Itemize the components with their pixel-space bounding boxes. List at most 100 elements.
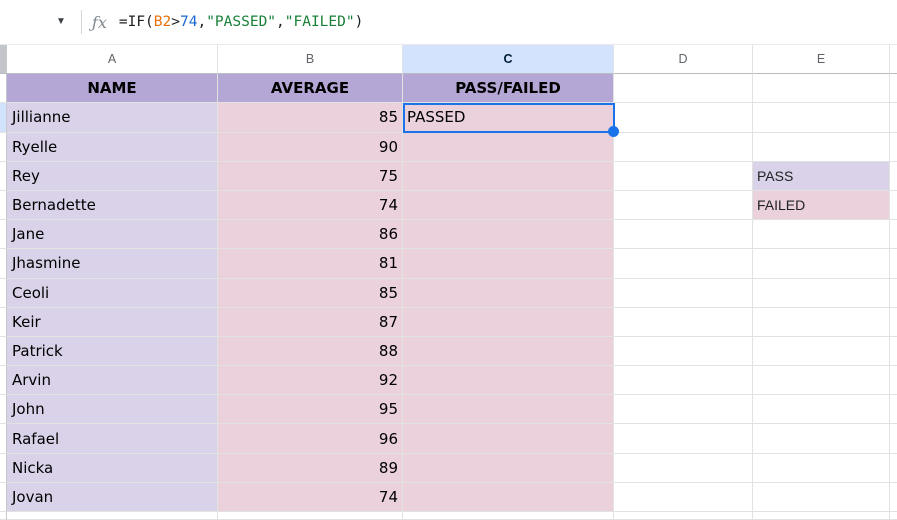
column-header-a[interactable]: A — [7, 45, 218, 75]
average-cell[interactable]: 85 — [218, 103, 403, 133]
average-cell[interactable]: 96 — [218, 424, 403, 454]
average-cell[interactable]: 86 — [218, 220, 403, 250]
legend-cell-e[interactable] — [753, 453, 890, 483]
cell-f-sliver[interactable] — [890, 132, 897, 162]
name-cell[interactable]: Rafael — [7, 424, 218, 454]
cell-f-sliver[interactable] — [890, 307, 897, 337]
empty-cell-d[interactable] — [614, 161, 753, 191]
average-cell[interactable]: 75 — [218, 161, 403, 191]
cell-f-sliver[interactable] — [890, 190, 897, 221]
cell-f-sliver[interactable] — [890, 220, 897, 250]
pass-failed-cell[interactable] — [403, 220, 614, 250]
cell-f-sliver[interactable] — [890, 336, 897, 367]
cell-b16[interactable] — [218, 512, 403, 520]
legend-cell-e[interactable] — [753, 366, 890, 396]
cell-f16-sliver[interactable] — [890, 512, 897, 520]
empty-cell-d[interactable] — [614, 278, 753, 308]
empty-cell-d[interactable] — [614, 336, 753, 367]
empty-cell-d[interactable] — [614, 424, 753, 454]
name-cell[interactable]: Ceoli — [7, 278, 218, 308]
name-cell[interactable]: Rey — [7, 161, 218, 191]
empty-cell-d[interactable] — [614, 453, 753, 483]
legend-cell-e[interactable] — [753, 249, 890, 279]
average-cell[interactable]: 81 — [218, 249, 403, 279]
empty-cell-d[interactable] — [614, 307, 753, 337]
average-cell[interactable]: 88 — [218, 336, 403, 367]
legend-cell-e[interactable] — [753, 278, 890, 308]
cell-f-sliver[interactable] — [890, 395, 897, 425]
average-cell[interactable]: 87 — [218, 307, 403, 337]
empty-cell-d[interactable] — [614, 132, 753, 162]
cell-e1[interactable] — [753, 74, 890, 104]
name-cell[interactable]: Arvin — [7, 366, 218, 396]
formula-input[interactable]: =IF(B2>74,"PASSED","FAILED") — [119, 14, 363, 30]
empty-cell-d[interactable] — [614, 395, 753, 425]
cell-d1[interactable] — [614, 74, 753, 104]
cell-f-sliver[interactable] — [890, 366, 897, 396]
cell-f-sliver[interactable] — [890, 482, 897, 512]
legend-cell-e[interactable] — [753, 103, 890, 133]
cell-f-sliver[interactable] — [890, 424, 897, 454]
pass-failed-cell[interactable]: PASSED — [403, 103, 614, 133]
pass-failed-cell[interactable] — [403, 395, 614, 425]
legend-cell-e[interactable]: FAILED — [753, 190, 890, 221]
cell-b1-average-header[interactable]: AVERAGE — [218, 74, 403, 104]
cell-c1-passfailed-header[interactable]: PASS/FAILED — [403, 74, 614, 104]
cell-a16[interactable] — [7, 512, 218, 520]
column-header-c[interactable]: C — [403, 45, 614, 75]
empty-cell-d[interactable] — [614, 190, 753, 221]
column-header-e[interactable]: E — [753, 45, 890, 75]
pass-failed-cell[interactable] — [403, 336, 614, 367]
legend-cell-e[interactable] — [753, 220, 890, 250]
pass-failed-cell[interactable] — [403, 424, 614, 454]
name-cell[interactable]: Jillianne — [7, 103, 218, 133]
legend-cell-e[interactable] — [753, 482, 890, 512]
legend-cell-e[interactable] — [753, 132, 890, 162]
cell-f-sliver[interactable] — [890, 103, 897, 133]
column-header-d[interactable]: D — [614, 45, 753, 75]
average-cell[interactable]: 95 — [218, 395, 403, 425]
pass-failed-cell[interactable] — [403, 307, 614, 337]
cell-d16[interactable] — [614, 512, 753, 520]
empty-cell-d[interactable] — [614, 220, 753, 250]
legend-cell-e[interactable] — [753, 424, 890, 454]
pass-failed-cell[interactable] — [403, 366, 614, 396]
cell-f-sliver[interactable] — [890, 249, 897, 279]
name-cell[interactable]: Jhasmine — [7, 249, 218, 279]
pass-failed-cell[interactable] — [403, 453, 614, 483]
cell-e16[interactable] — [753, 512, 890, 520]
name-cell[interactable]: Jovan — [7, 482, 218, 512]
legend-cell-e[interactable] — [753, 395, 890, 425]
empty-cell-d[interactable] — [614, 103, 753, 133]
name-box-dropdown-arrow[interactable]: ▼ — [56, 16, 66, 27]
average-cell[interactable]: 90 — [218, 132, 403, 162]
pass-failed-cell[interactable] — [403, 278, 614, 308]
legend-cell-e[interactable] — [753, 307, 890, 337]
average-cell[interactable]: 74 — [218, 190, 403, 221]
name-cell[interactable]: Bernadette — [7, 190, 218, 221]
pass-failed-cell[interactable] — [403, 161, 614, 191]
pass-failed-cell[interactable] — [403, 249, 614, 279]
legend-cell-e[interactable] — [753, 336, 890, 367]
empty-cell-d[interactable] — [614, 482, 753, 512]
fill-handle[interactable] — [608, 126, 619, 138]
column-header-f-sliver[interactable] — [890, 45, 897, 75]
name-cell[interactable]: Ryelle — [7, 132, 218, 162]
column-header-b[interactable]: B — [218, 45, 403, 75]
pass-failed-cell[interactable] — [403, 190, 614, 221]
empty-cell-d[interactable] — [614, 366, 753, 396]
average-cell[interactable]: 92 — [218, 366, 403, 396]
cell-a1-name-header[interactable]: NAME — [7, 74, 218, 104]
cell-f-sliver[interactable] — [890, 161, 897, 191]
name-cell[interactable]: Nicka — [7, 453, 218, 483]
empty-cell-d[interactable] — [614, 249, 753, 279]
pass-failed-cell[interactable] — [403, 132, 614, 162]
cell-f1-sliver[interactable] — [890, 74, 897, 104]
pass-failed-cell[interactable] — [403, 482, 614, 512]
name-cell[interactable]: Patrick — [7, 336, 218, 367]
cell-c16[interactable] — [403, 512, 614, 520]
name-cell[interactable]: Jane — [7, 220, 218, 250]
name-cell[interactable]: Keir — [7, 307, 218, 337]
average-cell[interactable]: 85 — [218, 278, 403, 308]
average-cell[interactable]: 89 — [218, 453, 403, 483]
